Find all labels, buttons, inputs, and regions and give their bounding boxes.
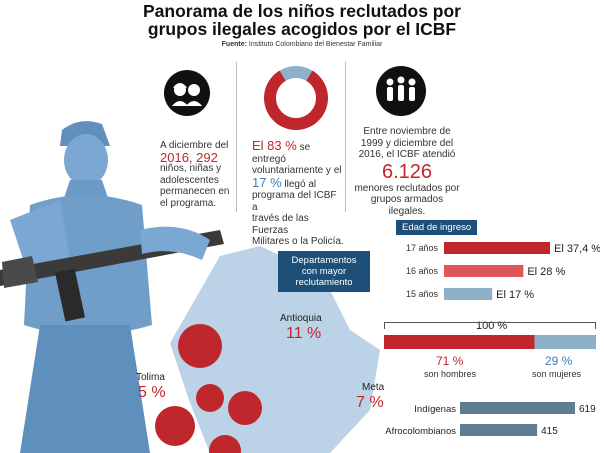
ethnicity-bar-chart: 619 415 [460, 402, 596, 437]
map-title-line: reclutamiento [295, 277, 353, 288]
gender-bar-chart [384, 335, 596, 349]
panel2-line: llegó al [284, 178, 317, 190]
panel3-line: menores reclutados por [354, 182, 460, 194]
age-chart-title: Edad de ingreso [396, 220, 478, 235]
dept-pct-tolima: 5 % [138, 384, 166, 401]
age-category-label: 17 años [406, 243, 439, 253]
panel2-line: se entregó [252, 142, 311, 165]
panel3-line: Entre noviembre de [363, 126, 451, 137]
panel2-line: programa del ICBF a [252, 190, 337, 213]
panel3-line: 2016, el ICBF atendió [358, 149, 456, 160]
panel1-line: permanecen en [160, 186, 230, 197]
panel1-line: adolescentes [160, 174, 219, 186]
male-bar [384, 335, 535, 349]
group-icon [376, 66, 426, 116]
child-soldier-illustration [0, 121, 224, 453]
panel1-line: niños, niñas y [160, 163, 222, 174]
donut-chart [264, 66, 328, 130]
pct-forces: 17 % [252, 174, 282, 190]
age-category-label: 15 años [406, 289, 439, 299]
ethnicity-bar [460, 402, 575, 414]
children-icon [164, 70, 210, 116]
dept-name-antioquia: Antioquia [280, 313, 322, 324]
dept-pct-meta: 7 % [356, 394, 384, 411]
dept-circle [155, 406, 195, 446]
divider [236, 62, 237, 212]
ethnicity-value-label: 415 [541, 426, 558, 437]
gender-total-label: 100 % [476, 320, 508, 332]
donut-slice-forces [279, 66, 313, 81]
ethnicity-value-label: 619 [579, 404, 596, 415]
ethnicity-bar [460, 424, 538, 436]
source-note: Fuente: Instituto Colombiano del Bienest… [0, 41, 604, 48]
dept-circle [178, 324, 222, 368]
source-label: Fuente: [221, 41, 247, 48]
dept-pct-antioquia: 11 % [286, 325, 322, 342]
female-bar [534, 335, 596, 349]
age-bar [444, 265, 524, 277]
panel1-line: el programa. [160, 197, 217, 209]
panel1-text: A diciembre del 2016, 292 niños, niñas y… [160, 140, 240, 209]
age-category-label: 16 años [406, 266, 439, 276]
age-bar [444, 288, 493, 300]
eth-label-afro: Afrocolombianos [385, 426, 456, 437]
panel1-line: A diciembre del [160, 140, 229, 151]
map-title-line: con mayor [301, 266, 347, 277]
divider [345, 62, 346, 212]
age-bar [444, 242, 550, 254]
age-value-label: El 28 % [527, 266, 565, 278]
gender-bracket [384, 322, 596, 329]
female-pct: 29 % [545, 354, 573, 368]
panel3-big-number: 6.126 [381, 160, 433, 183]
age-bar-chart: 17 años El 37,4 % 16 años El 28 % 15 años El … [406, 242, 600, 301]
male-pct: 71 % [436, 354, 464, 368]
panel2-text: El 83 % se entregó voluntariamente y el … [252, 138, 344, 248]
map-title-line: Departamentos [291, 255, 357, 266]
dept-circle [196, 384, 224, 412]
source-text: Instituto Colombiano del Bienestar Famil… [248, 41, 383, 48]
age-value-label: El 37,4 % [554, 243, 600, 255]
map-title: Departamentos con mayor reclutamiento [278, 251, 370, 292]
dept-circle [228, 391, 262, 425]
eth-label-indigenas: Indígenas [414, 404, 456, 415]
age-value-label: El 17 % [496, 289, 534, 301]
pct-voluntary: El 83 % [252, 138, 297, 153]
panel3-text: Entre noviembre de 1999 y diciembre del … [352, 126, 462, 217]
panel3-line: 1999 y diciembre del [360, 137, 454, 149]
donut-slice-voluntary [264, 70, 328, 130]
panel3-line: grupos armados ilegales. [370, 194, 444, 217]
male-label: son hombres [424, 369, 477, 379]
chart-title-line1: Panorama de los niños reclutados por [143, 1, 461, 21]
panel2-line: través de las Fuerzas [252, 213, 309, 236]
dept-name-meta: Meta [362, 382, 385, 393]
chart-title-line2: grupos ilegales acogidos por el ICBF [147, 19, 457, 39]
female-label: son mujeres [532, 369, 582, 379]
panel1-highlight: 2016, 292 [160, 149, 218, 165]
panel2-line: voluntariamente y el [252, 165, 342, 176]
panel2-line: Militares o la Policía. [252, 236, 344, 247]
dept-circle [209, 435, 241, 453]
dept-name-tolima: Tolima [136, 372, 165, 383]
colombia-map [155, 246, 380, 453]
